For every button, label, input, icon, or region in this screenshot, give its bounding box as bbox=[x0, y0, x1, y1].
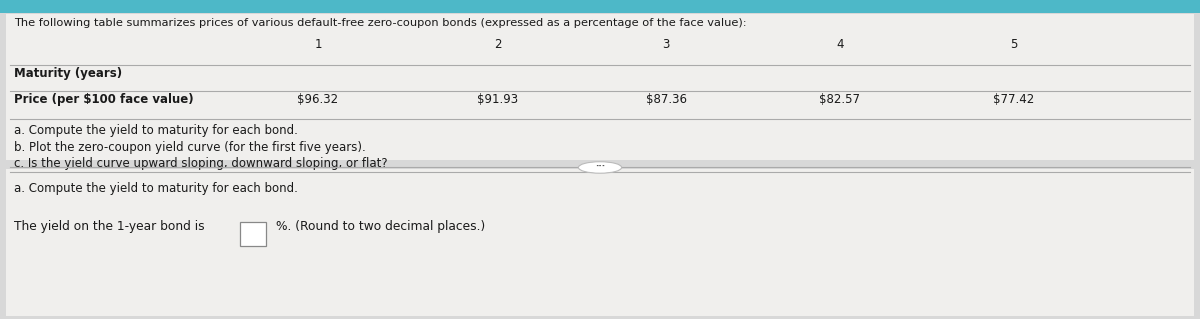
FancyBboxPatch shape bbox=[0, 0, 1200, 13]
Text: 1: 1 bbox=[314, 38, 322, 51]
Text: b. Plot the zero-coupon yield curve (for the first five years).: b. Plot the zero-coupon yield curve (for… bbox=[14, 141, 366, 154]
Circle shape bbox=[578, 162, 622, 173]
Text: ···: ··· bbox=[595, 163, 605, 172]
Text: $96.32: $96.32 bbox=[298, 93, 338, 106]
Text: 3: 3 bbox=[662, 38, 670, 51]
FancyBboxPatch shape bbox=[6, 169, 1194, 316]
Text: $82.57: $82.57 bbox=[820, 93, 860, 106]
Text: $87.36: $87.36 bbox=[646, 93, 686, 106]
FancyBboxPatch shape bbox=[6, 14, 1194, 160]
Text: %. (Round to two decimal places.): %. (Round to two decimal places.) bbox=[276, 220, 485, 233]
Text: Price (per $100 face value): Price (per $100 face value) bbox=[14, 93, 194, 106]
Text: The yield on the 1-year bond is: The yield on the 1-year bond is bbox=[14, 220, 205, 233]
Text: $77.42: $77.42 bbox=[994, 93, 1034, 106]
Text: c. Is the yield curve upward sloping, downward sloping, or flat?: c. Is the yield curve upward sloping, do… bbox=[14, 157, 388, 170]
FancyBboxPatch shape bbox=[240, 222, 266, 246]
Text: 4: 4 bbox=[836, 38, 844, 51]
Text: a. Compute the yield to maturity for each bond.: a. Compute the yield to maturity for eac… bbox=[14, 182, 299, 195]
Text: The following table summarizes prices of various default-free zero-coupon bonds : The following table summarizes prices of… bbox=[14, 18, 748, 27]
Text: 5: 5 bbox=[1010, 38, 1018, 51]
Text: $91.93: $91.93 bbox=[478, 93, 518, 106]
Text: Maturity (years): Maturity (years) bbox=[14, 67, 122, 80]
Text: a. Compute the yield to maturity for each bond.: a. Compute the yield to maturity for eac… bbox=[14, 124, 299, 137]
Text: 2: 2 bbox=[494, 38, 502, 51]
